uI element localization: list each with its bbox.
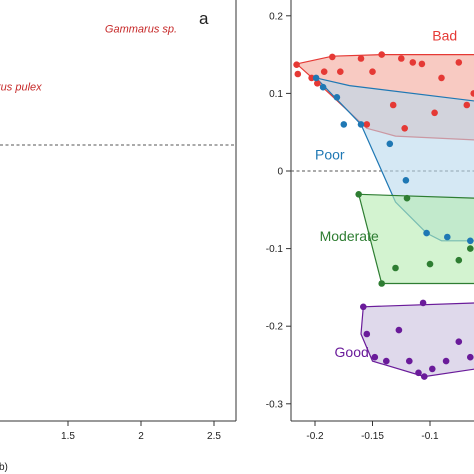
- point-good: [371, 353, 379, 361]
- group-label-bad: Bad: [432, 28, 457, 44]
- point-bad: [389, 101, 397, 109]
- panel-b-y-ticks: 0.2 0.1 0 -0.1 -0.2 -0.3: [266, 11, 291, 410]
- point-poor: [402, 177, 410, 184]
- panel-b-points: [293, 51, 474, 380]
- point-moderate: [426, 260, 434, 268]
- point-bad: [363, 121, 371, 128]
- point-bad: [455, 59, 463, 66]
- point-good: [442, 357, 450, 365]
- point-bad: [294, 70, 302, 78]
- panel-b-x-ticks: -0.2-0.15-0.1-0.05: [306, 421, 439, 442]
- panel-b-x-tick-label: -0.2: [306, 431, 324, 442]
- panel-a-species-labels: Gammarus sp. rus pulex: [0, 23, 177, 93]
- panel-a-letter: a: [199, 9, 209, 28]
- panel-a-x-tick-label: 2: [138, 431, 144, 442]
- point-bad: [401, 125, 409, 132]
- panel-b-x-tick-label: -0.15: [361, 431, 384, 442]
- point-bad: [320, 68, 328, 75]
- point-bad: [293, 61, 300, 68]
- point-poor: [312, 74, 320, 82]
- panel-b-y-tick-label: -0.2: [266, 322, 284, 333]
- panel-b-group-labels: Bad Poor Moderate Good: [315, 28, 457, 361]
- panel-a-x-tick-label: 2.5: [207, 431, 221, 442]
- point-moderate: [355, 191, 363, 198]
- point-bad: [438, 74, 445, 82]
- point-poor: [444, 233, 451, 241]
- panel-b-y-tick-label: 0: [277, 167, 283, 178]
- point-poor: [386, 140, 394, 148]
- panel-a-bottom-fragment: b): [0, 462, 8, 473]
- panel-a-x-ticks: 1.5 2 2.5: [61, 421, 221, 442]
- point-good: [406, 357, 413, 365]
- point-moderate: [403, 194, 411, 202]
- point-moderate: [467, 245, 474, 252]
- point-bad: [431, 109, 438, 117]
- point-bad: [369, 68, 376, 75]
- group-label-good: Good: [335, 344, 369, 360]
- panel-b-y-tick-label: -0.3: [266, 399, 284, 410]
- point-good: [363, 330, 371, 338]
- point-good: [421, 373, 428, 380]
- point-bad: [470, 90, 474, 97]
- point-bad: [337, 68, 344, 75]
- point-bad: [463, 101, 471, 109]
- panel-a: a 1.5 2 2.5 Gammarus sp. rus pulex b): [0, 0, 237, 473]
- point-bad: [418, 60, 426, 68]
- panel-b-group-hulls: [295, 53, 474, 378]
- point-moderate: [378, 280, 386, 287]
- point-good: [455, 338, 463, 346]
- point-moderate: [455, 256, 463, 264]
- point-poor: [423, 229, 430, 237]
- point-bad: [329, 53, 336, 61]
- group-label-moderate: Moderate: [320, 228, 379, 244]
- point-bad: [314, 80, 321, 87]
- point-good: [383, 357, 390, 365]
- point-poor: [467, 237, 474, 245]
- point-poor: [357, 121, 365, 128]
- hull-moderate: [357, 193, 474, 285]
- point-bad: [409, 59, 417, 66]
- point-moderate: [392, 264, 399, 272]
- point-bad: [357, 55, 365, 62]
- point-bad: [398, 55, 405, 62]
- panel-a-species-label: Gammarus sp.: [105, 23, 177, 35]
- panel-b-y-tick-label: -0.1: [266, 244, 284, 255]
- panel-a-species-label: rus pulex: [0, 82, 42, 94]
- point-good: [360, 303, 367, 311]
- point-poor: [319, 83, 327, 91]
- panel-b-y-tick-label: 0.1: [269, 89, 283, 100]
- point-good: [467, 353, 474, 361]
- point-good: [419, 299, 427, 307]
- panel-b: 0.20.10-0.1-0.2-0.3 -0.2-0.15-0.1-0.05 B…: [266, 0, 474, 442]
- point-good: [429, 365, 436, 373]
- point-poor: [333, 94, 341, 101]
- panel-b-y-tick-label: 0.2: [269, 11, 283, 22]
- group-label-poor: Poor: [315, 146, 345, 162]
- point-good: [415, 369, 422, 377]
- point-good: [395, 326, 403, 334]
- point-bad: [378, 51, 386, 58]
- point-poor: [340, 121, 348, 128]
- panel-a-x-tick-label: 1.5: [61, 431, 75, 442]
- panel-b-x-tick-label: -0.1: [421, 431, 439, 442]
